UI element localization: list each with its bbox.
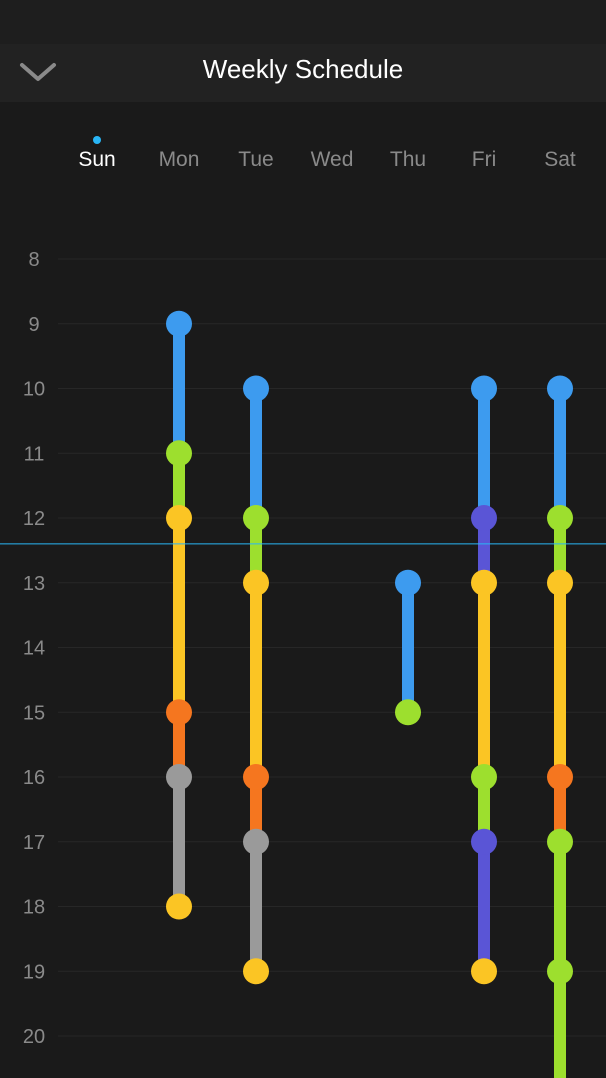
schedule-point-tue[interactable] bbox=[243, 764, 269, 790]
schedule-point-tue[interactable] bbox=[243, 828, 269, 855]
hour-label: 14 bbox=[23, 638, 45, 660]
hour-label: 18 bbox=[23, 897, 45, 919]
schedule-point-sat[interactable] bbox=[547, 828, 573, 855]
schedule-point-mon[interactable] bbox=[166, 505, 192, 531]
schedule-point-tue[interactable] bbox=[243, 375, 269, 402]
hour-label: 9 bbox=[28, 314, 39, 336]
tab-thu[interactable]: Thu bbox=[370, 120, 446, 190]
hour-label: 10 bbox=[23, 379, 45, 401]
header-bar: Weekly Schedule bbox=[0, 44, 606, 102]
schedule-point-fri[interactable] bbox=[471, 828, 497, 855]
schedule-point-fri[interactable] bbox=[471, 958, 497, 985]
schedule-point-sat[interactable] bbox=[547, 375, 573, 402]
hour-label: 11 bbox=[24, 443, 45, 465]
today-indicator bbox=[93, 136, 101, 144]
tab-label: Sun bbox=[78, 148, 116, 171]
schedule-point-mon[interactable] bbox=[166, 699, 192, 726]
hour-label: 13 bbox=[23, 573, 45, 595]
tab-label: Tue bbox=[238, 148, 274, 171]
tab-mon[interactable]: Mon bbox=[141, 120, 217, 190]
tab-label: Thu bbox=[389, 148, 427, 171]
tab-label: Sat bbox=[544, 148, 576, 171]
schedule-point-fri[interactable] bbox=[471, 764, 497, 790]
hour-label: 15 bbox=[23, 702, 45, 724]
schedule-point-sat[interactable] bbox=[547, 505, 573, 531]
schedule-point-mon[interactable] bbox=[166, 310, 192, 337]
tab-label: Fri bbox=[471, 148, 497, 171]
tab-wed[interactable]: Wed bbox=[294, 120, 370, 190]
tab-sat[interactable]: Sat bbox=[522, 120, 598, 190]
tab-fri[interactable]: Fri bbox=[446, 120, 522, 190]
hour-label: 17 bbox=[23, 832, 45, 854]
schedule-point-thu[interactable] bbox=[395, 569, 421, 596]
schedule-point-fri[interactable] bbox=[471, 569, 497, 596]
schedule-point-mon[interactable] bbox=[166, 440, 192, 467]
page-title: Weekly Schedule bbox=[202, 54, 404, 84]
tab-sun[interactable]: Sun bbox=[59, 120, 135, 190]
schedule-point-sat[interactable] bbox=[547, 958, 573, 985]
tab-label: Mon bbox=[158, 148, 200, 171]
schedule-point-fri[interactable] bbox=[471, 375, 497, 402]
schedule-point-mon[interactable] bbox=[166, 893, 192, 920]
status-bar bbox=[0, 0, 606, 44]
schedule-point-tue[interactable] bbox=[243, 958, 269, 985]
schedule-point-tue[interactable] bbox=[243, 505, 269, 531]
hour-label: 19 bbox=[23, 961, 45, 983]
hour-label: 20 bbox=[23, 1026, 45, 1048]
tab-tue[interactable]: Tue bbox=[218, 120, 294, 190]
back-button[interactable] bbox=[14, 48, 62, 96]
schedule-point-mon[interactable] bbox=[166, 764, 192, 790]
hour-label: 16 bbox=[23, 767, 45, 789]
chevron-down-icon bbox=[20, 63, 56, 81]
tab-label: Wed bbox=[310, 148, 354, 171]
schedule-point-thu[interactable] bbox=[395, 699, 421, 726]
schedule-point-sat[interactable] bbox=[547, 764, 573, 790]
schedule-point-fri[interactable] bbox=[471, 505, 497, 531]
schedule-point-sat[interactable] bbox=[547, 569, 573, 596]
hour-label: 8 bbox=[28, 249, 39, 271]
schedule-point-tue[interactable] bbox=[243, 569, 269, 596]
day-selector: Sun Mon Tue Wed Thu Fri Sat bbox=[0, 120, 606, 190]
hour-label: 12 bbox=[23, 508, 45, 530]
